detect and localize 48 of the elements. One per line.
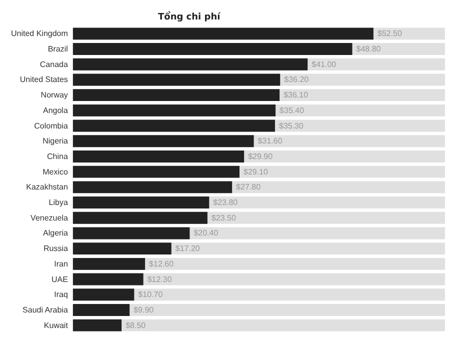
y-tick-label: Russia: [43, 244, 68, 254]
bar: [72, 273, 144, 286]
data-label: $35.40: [280, 106, 305, 115]
bar: [72, 242, 172, 255]
y-tick-label: United States: [20, 75, 68, 84]
data-label: $35.30: [278, 121, 304, 130]
data-label: $8.50: [126, 320, 146, 330]
y-tick-label: Angola: [43, 106, 68, 115]
data-label: $27.80: [236, 182, 262, 192]
y-tick-label: Colombia: [34, 121, 68, 130]
y-tick-label: UAE: [51, 274, 68, 284]
y-tick-label: Iraq: [54, 290, 68, 300]
y-tick-label: Saudi Arabia: [22, 305, 68, 314]
data-label: $17.20: [175, 244, 200, 254]
y-tick-label: Algeria: [43, 228, 68, 238]
data-label: $36.20: [284, 75, 310, 84]
data-label: $12.60: [149, 259, 174, 268]
data-label: $52.50: [377, 29, 402, 38]
y-tick-label: Mexico: [42, 167, 68, 176]
y-tick-label: Brazil: [48, 44, 68, 54]
data-label: $31.60: [258, 136, 283, 146]
y-tick-label: United Kingdom: [11, 29, 68, 38]
y-tick-label: China: [47, 152, 68, 161]
bar: [72, 319, 122, 332]
data-label: $10.70: [138, 290, 164, 300]
data-label: $29.10: [244, 167, 269, 176]
y-tick-label: Libya: [48, 198, 68, 208]
data-label: $12.30: [147, 274, 172, 284]
data-label: $36.10: [284, 90, 309, 100]
y-tick-label: Iran: [54, 259, 68, 268]
y-tick-label: Venezuela: [30, 213, 68, 222]
data-label: $20.40: [194, 228, 219, 238]
bar: [72, 288, 134, 301]
data-label: $41.00: [312, 60, 337, 69]
data-label: $23.80: [213, 198, 238, 208]
bar: [72, 227, 190, 240]
y-tick-label: Kuwait: [44, 320, 69, 330]
data-label: $9.90: [134, 305, 154, 314]
chart-title: Tổng chi phí: [158, 10, 222, 22]
bar: [72, 258, 146, 270]
data-label: $48.80: [356, 44, 382, 54]
data-label: $23.50: [211, 213, 236, 222]
y-tick-label: Nigeria: [42, 136, 68, 146]
y-tick-label: Kazakhstan: [26, 182, 68, 192]
y-tick-label: Canada: [40, 60, 68, 69]
y-tick-label: Norway: [40, 90, 68, 100]
data-label: $29.90: [248, 152, 274, 161]
bar: [72, 304, 130, 316]
